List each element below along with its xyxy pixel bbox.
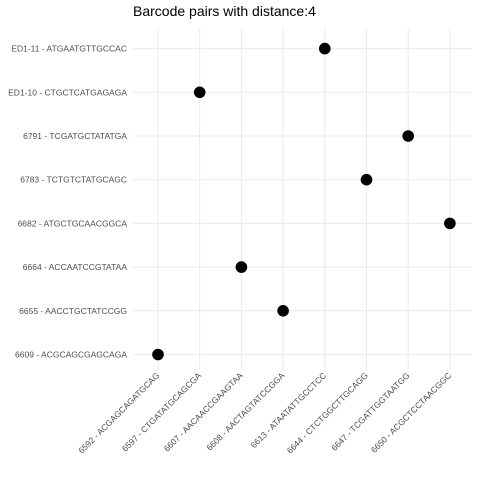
- chart-title: Barcode pairs with distance:4: [133, 3, 316, 19]
- data-point: [444, 217, 456, 230]
- y-tick-label: 6664 - ACCAATCCGTATAA: [23, 262, 128, 272]
- y-tick-label: ED1-11 - ATGAATGTTGCCAC: [11, 44, 127, 54]
- x-tick-label: 6613 - ATAATATTGCCTCC: [249, 370, 329, 450]
- data-point: [152, 348, 164, 361]
- data-point: [402, 130, 415, 142]
- x-tick-label: 6647 - TCGATTGGTAATGG: [329, 370, 411, 452]
- data-point: [319, 42, 331, 55]
- x-tick-label: 6608 - AACTAGTATCCGGA: [204, 370, 286, 452]
- y-tick-label: 6655 - AACCTGCTATCCGG: [19, 306, 127, 316]
- y-tick-label: 6682 - ATGCTGCAACGGCA: [18, 218, 128, 228]
- y-tick-label: ED1-10 - CTGCTCATGAGAGA: [8, 87, 127, 97]
- x-tick-label: 6607 - AACAACCGAAGTAA: [162, 370, 245, 453]
- data-point: [235, 261, 248, 273]
- grid-lines: [133, 28, 472, 370]
- x-tick-label: 6650 - ACGCTCCTAACGGC: [369, 370, 453, 454]
- data-point: [360, 173, 373, 186]
- y-tick-label: 6609 - ACGCAGCGAGCAGA: [15, 350, 127, 360]
- x-tick-label: 6644 - CTCTGGCTTGCAGG: [285, 370, 370, 455]
- data-points: [152, 42, 456, 361]
- data-point: [277, 305, 289, 317]
- x-tick-label: 6597 - CTGATATGCAGCGA: [120, 370, 203, 453]
- y-axis-tick-labels: 6609 - ACGCAGCGAGCAGA 6655 - AACCTGCTATCC…: [8, 44, 127, 360]
- y-tick-label: 6791 - TCGATGCTATATGA: [23, 131, 127, 141]
- y-tick-label: 6783 - TCTGTCTATGCAGC: [20, 175, 127, 185]
- x-tick-label: 6592 - ACGAGCAGATGCAG: [76, 370, 161, 455]
- data-point: [193, 86, 206, 99]
